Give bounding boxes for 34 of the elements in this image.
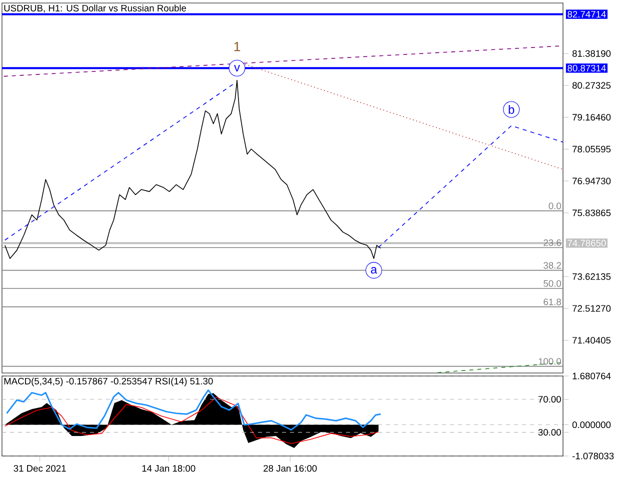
line-series xyxy=(4,80,382,259)
annotation: 61.8 xyxy=(544,298,561,306)
annotation: v xyxy=(234,64,240,72)
annotation: 50.0 xyxy=(544,280,562,287)
annotation: 100.0 xyxy=(538,358,562,365)
y-tick-label: 80.27325 xyxy=(572,82,611,89)
chart-title: USDRUB, H1: US Dollar vs Russian Rouble xyxy=(4,4,186,13)
line-series xyxy=(6,389,382,431)
y2-tick-label: 30.00 xyxy=(538,429,561,436)
annotation: a xyxy=(370,267,378,274)
x-tick-label: 31 Dec 2021 xyxy=(14,465,66,472)
annotation: 23.6 xyxy=(544,239,561,246)
annotation: 38.2 xyxy=(544,262,561,269)
annotation: b xyxy=(508,105,514,114)
y-tick-label: 0.000000 xyxy=(572,421,611,428)
x-tick-label: 28 Jan 16:00 xyxy=(264,465,317,472)
ref-line-label: 82.74714 xyxy=(568,11,606,18)
y-tick-label: 1.680764 xyxy=(572,372,611,380)
y-tick-label: 71.40405 xyxy=(572,337,611,344)
y-tick-label: 75.83865 xyxy=(572,210,611,216)
ref-line-label: 74.78650 xyxy=(568,240,606,246)
y-tick-label: -1.078033 xyxy=(572,452,614,460)
annotation: 1 xyxy=(234,42,240,52)
y-tick-label: 81.38190 xyxy=(572,50,611,57)
chart-title: MACD(5,34,5) -0.157867 -0.253547 RSI(14) 51.30 xyxy=(4,378,213,386)
y-tick-label: 79.16460 xyxy=(572,114,611,121)
y-tick-label: 73.62135 xyxy=(572,273,611,280)
y-tick-label: 72.51270 xyxy=(572,305,611,312)
ref-line-label: 80.87314 xyxy=(568,64,606,72)
x-tick-label: 14 Jan 18:00 xyxy=(142,465,196,472)
y2-tick-label: 70.00 xyxy=(538,396,561,403)
y-tick-label: 76.94730 xyxy=(572,178,611,184)
annotation: 0.0 xyxy=(548,202,562,210)
y-tick-label: 78.05595 xyxy=(572,146,611,152)
